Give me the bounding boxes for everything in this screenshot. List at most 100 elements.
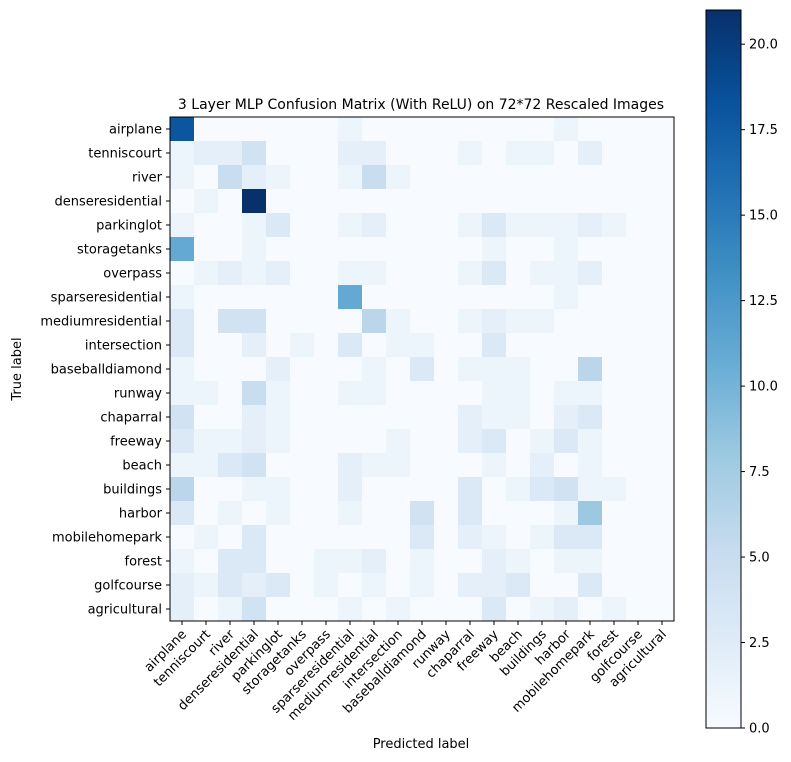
heatmap-cell (386, 525, 411, 550)
heatmap-cell (242, 405, 267, 430)
heatmap-cell (602, 477, 627, 502)
heatmap-cell (530, 117, 555, 142)
heatmap-cell (290, 381, 315, 406)
heatmap-cell (434, 429, 459, 454)
heatmap-cell (386, 189, 411, 214)
heatmap-cell (194, 597, 219, 622)
heatmap-cell (362, 189, 387, 214)
heatmap-cell (314, 597, 339, 622)
heatmap-cell (218, 453, 243, 478)
heatmap-cell (602, 165, 627, 190)
heatmap-cell (338, 405, 363, 430)
heatmap-cell (242, 261, 267, 286)
heatmap-cell (290, 237, 315, 262)
heatmap-cell (458, 165, 483, 190)
heatmap-cell (626, 333, 651, 358)
y-tick-label: storagetanks (77, 243, 162, 258)
heatmap-cell (626, 141, 651, 166)
heatmap-cell (314, 501, 339, 526)
heatmap-cell (554, 549, 579, 574)
heatmap-cell (554, 117, 579, 142)
heatmap-cell (194, 189, 219, 214)
heatmap-cell (578, 309, 603, 334)
heatmap-cell (410, 477, 435, 502)
heatmap-cell (626, 549, 651, 574)
heatmap-cell (170, 405, 195, 430)
heatmap-cell (314, 165, 339, 190)
heatmap-cell (530, 381, 555, 406)
heatmap-cell (170, 285, 195, 310)
y-tick-label: tenniscourt (88, 147, 162, 162)
heatmap-cell (530, 549, 555, 574)
heatmap-cell (578, 237, 603, 262)
heatmap-cell (482, 405, 507, 430)
heatmap-cell (242, 549, 267, 574)
heatmap-cell (650, 429, 675, 454)
heatmap-cell (410, 285, 435, 310)
heatmap-cell (650, 213, 675, 238)
heatmap-cell (314, 117, 339, 142)
heatmap-cell (410, 117, 435, 142)
heatmap-cell (554, 357, 579, 382)
heatmap-cell (650, 525, 675, 550)
heatmap-cell (410, 573, 435, 598)
heatmap-cell (530, 525, 555, 550)
heatmap-cell (458, 597, 483, 622)
heatmap-cell (266, 405, 291, 430)
heatmap-cell (554, 525, 579, 550)
heatmap-cell (626, 429, 651, 454)
heatmap-cell (314, 453, 339, 478)
heatmap-cell (410, 405, 435, 430)
heatmap-cell (242, 453, 267, 478)
colorbar-tick-label: 5.0 (749, 551, 770, 566)
heatmap-cell (410, 501, 435, 526)
heatmap-cell (434, 261, 459, 286)
heatmap-cell (290, 525, 315, 550)
heatmap-cell (218, 429, 243, 454)
heatmap-cell (194, 381, 219, 406)
heatmap-cell (482, 453, 507, 478)
heatmap-cell (362, 429, 387, 454)
heatmap-cell (362, 261, 387, 286)
heatmap-cell (530, 477, 555, 502)
heatmap-cell (554, 237, 579, 262)
heatmap-cell (554, 573, 579, 598)
heatmap-cell (458, 453, 483, 478)
heatmap-cell (266, 525, 291, 550)
colorbar (705, 9, 742, 729)
heatmap-cell (410, 357, 435, 382)
heatmap-cell (626, 309, 651, 334)
heatmap-cell (458, 573, 483, 598)
heatmap-cell (482, 525, 507, 550)
heatmap-cell (362, 309, 387, 334)
heatmap-cell (458, 429, 483, 454)
heatmap-cell (554, 429, 579, 454)
heatmap-cell (290, 477, 315, 502)
heatmap-cell (170, 333, 195, 358)
heatmap-cell (218, 285, 243, 310)
heatmap-cell (410, 261, 435, 286)
heatmap-cell (218, 381, 243, 406)
heatmap-cell (578, 501, 603, 526)
heatmap-cell (578, 381, 603, 406)
heatmap-cell (218, 573, 243, 598)
heatmap-cell (266, 237, 291, 262)
heatmap-cell (650, 501, 675, 526)
heatmap-cell (482, 501, 507, 526)
heatmap-cell (314, 549, 339, 574)
heatmap-cell (362, 405, 387, 430)
heatmap-cell (266, 285, 291, 310)
heatmap-cell (506, 597, 531, 622)
heatmap-cell (554, 309, 579, 334)
heatmap-cell (314, 333, 339, 358)
heatmap-cell (338, 213, 363, 238)
colorbar-ticks: 0.0 2.5 5.0 7.5 10.0 12.5 15.0 17.5 20.0 (741, 38, 778, 737)
heatmap-cell (434, 573, 459, 598)
heatmap-cells (170, 117, 675, 622)
heatmap-cell (434, 309, 459, 334)
heatmap-cell (650, 309, 675, 334)
heatmap-cell (194, 549, 219, 574)
y-tick-label: baseballdiamond (51, 363, 162, 378)
heatmap-cell (530, 237, 555, 262)
y-tick-label: sparseresidential (51, 291, 162, 306)
